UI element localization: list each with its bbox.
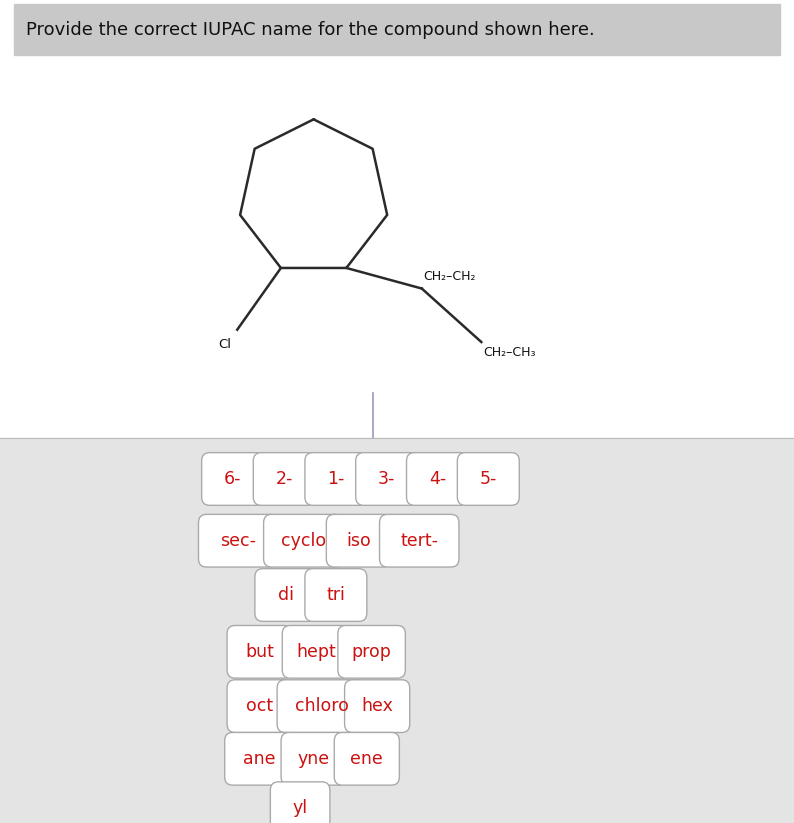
FancyBboxPatch shape — [326, 514, 391, 567]
Text: CH₂–CH₃: CH₂–CH₃ — [484, 346, 536, 359]
FancyBboxPatch shape — [198, 514, 278, 567]
FancyBboxPatch shape — [334, 732, 399, 785]
FancyBboxPatch shape — [380, 514, 459, 567]
Text: 4-: 4- — [429, 470, 446, 488]
Text: prop: prop — [352, 643, 391, 661]
Text: tert-: tert- — [400, 532, 438, 550]
FancyBboxPatch shape — [264, 514, 343, 567]
FancyBboxPatch shape — [202, 453, 264, 505]
Text: iso: iso — [346, 532, 372, 550]
Text: ane: ane — [244, 750, 276, 768]
Bar — [14, 4, 780, 55]
FancyBboxPatch shape — [356, 453, 418, 505]
Text: hex: hex — [361, 697, 393, 715]
FancyBboxPatch shape — [281, 732, 346, 785]
FancyBboxPatch shape — [277, 680, 366, 732]
FancyBboxPatch shape — [338, 625, 405, 678]
FancyBboxPatch shape — [305, 453, 367, 505]
Text: 3-: 3- — [378, 470, 395, 488]
FancyBboxPatch shape — [227, 625, 292, 678]
Text: 2-: 2- — [276, 470, 293, 488]
Text: Provide the correct IUPAC name for the compound shown here.: Provide the correct IUPAC name for the c… — [26, 21, 595, 39]
Text: yl: yl — [292, 799, 308, 817]
FancyBboxPatch shape — [227, 680, 292, 732]
Text: yne: yne — [298, 750, 330, 768]
Text: chloro: chloro — [295, 697, 349, 715]
Text: but: but — [245, 643, 274, 661]
Text: cyclo: cyclo — [281, 532, 326, 550]
Text: Cl: Cl — [218, 338, 231, 351]
Text: hept: hept — [296, 643, 336, 661]
FancyBboxPatch shape — [225, 732, 295, 785]
FancyBboxPatch shape — [253, 453, 315, 505]
Text: oct: oct — [246, 697, 273, 715]
FancyBboxPatch shape — [305, 569, 367, 621]
FancyBboxPatch shape — [457, 453, 519, 505]
Text: 5-: 5- — [480, 470, 497, 488]
FancyBboxPatch shape — [407, 453, 468, 505]
FancyBboxPatch shape — [270, 782, 330, 823]
Text: CH₂–CH₂: CH₂–CH₂ — [423, 270, 476, 283]
FancyBboxPatch shape — [345, 680, 410, 732]
Text: di: di — [278, 586, 294, 604]
Text: sec-: sec- — [220, 532, 256, 550]
Text: ene: ene — [350, 750, 384, 768]
Text: tri: tri — [326, 586, 345, 604]
Text: 1-: 1- — [327, 470, 345, 488]
Bar — [0, 0, 794, 438]
FancyBboxPatch shape — [283, 625, 350, 678]
Text: 6-: 6- — [224, 470, 241, 488]
FancyBboxPatch shape — [255, 569, 317, 621]
Bar — [0, 438, 794, 823]
